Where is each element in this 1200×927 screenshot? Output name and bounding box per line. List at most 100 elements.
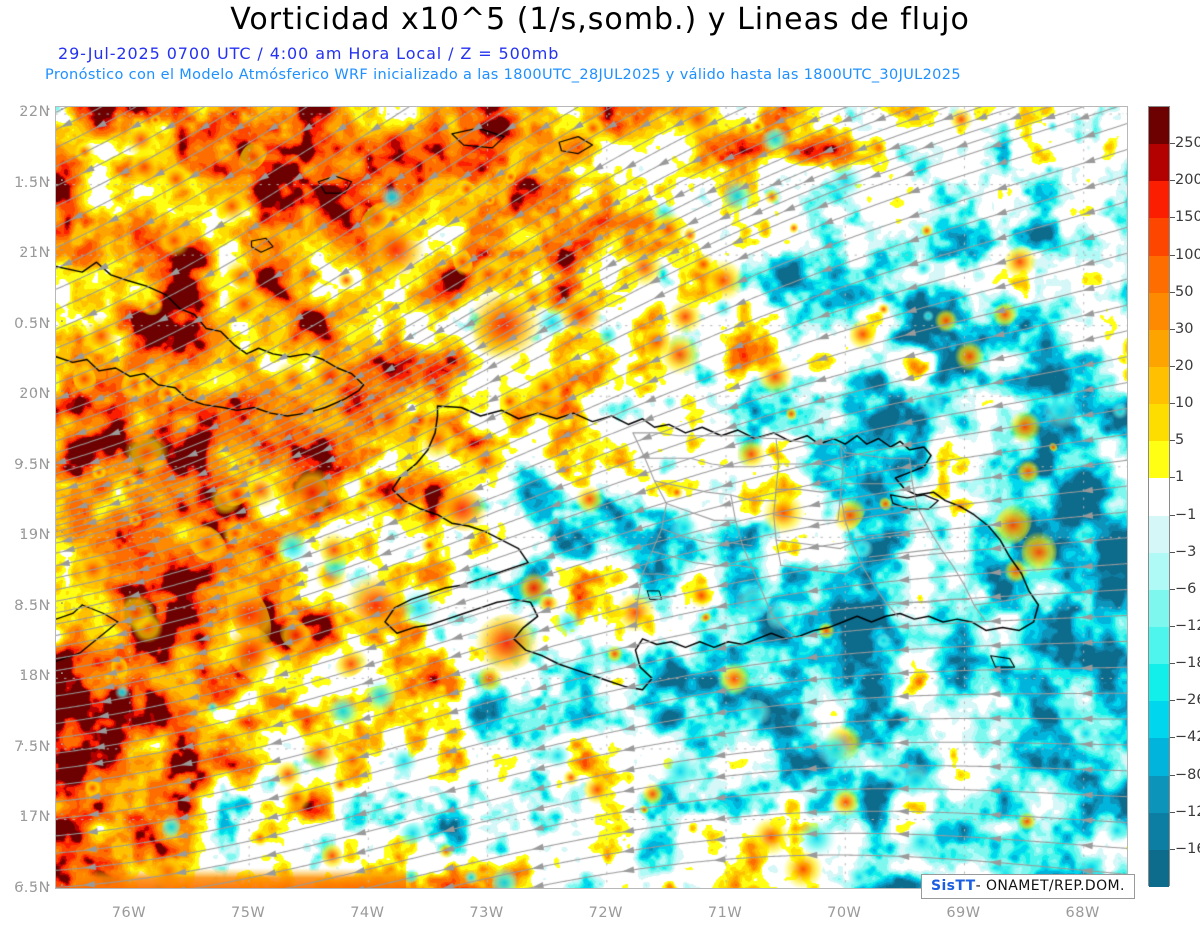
x-axis-tick-label: 76W [111, 905, 147, 921]
colorbar-tick-label: −1 [1175, 506, 1197, 523]
streamlines-layer [56, 107, 1127, 888]
attribution-badge: SisTT- ONAMET/REP.DOM. [921, 874, 1135, 899]
colorbar-tick-label: −3 [1175, 543, 1197, 560]
colorbar-tick-mark [1170, 143, 1175, 145]
colorbar-tick-label: 150 [1175, 209, 1200, 226]
colorbar-band [1149, 738, 1169, 776]
y-axis-tick-label: 1.5N [14, 174, 50, 191]
colorbar-tick-mark [1170, 774, 1175, 776]
y-axis-tick-dots: · · · · [20, 878, 67, 894]
y-axis-tick-dots: · · · · [20, 313, 67, 330]
y-axis-tick-label: 8.5N [14, 597, 50, 614]
y-axis-tick-label: 9.5N [14, 456, 50, 473]
y-axis-tick-label: 21N [19, 245, 50, 262]
plot-wrapper [0, 98, 1200, 927]
colorbar-tick-mark [1170, 291, 1175, 293]
y-axis-tick-dots: · · · · [20, 525, 67, 542]
y-axis-tick-label: 18N [19, 668, 50, 685]
colorbar-band [1149, 144, 1169, 182]
page-title: Vorticidad x10^5 (1/s,somb.) y Lineas de… [230, 2, 970, 37]
colorbar-tick-mark [1170, 514, 1175, 516]
colorbar-tick-label: 200 [1175, 172, 1200, 189]
x-axis-tick-label: 74W [350, 905, 385, 921]
colorbar-tick-mark [1170, 737, 1175, 739]
colorbar [1148, 106, 1170, 887]
y-axis-tick-label: 6.5N [14, 880, 50, 896]
colorbar-tick-label: 100 [1175, 246, 1200, 263]
colorbar-tick-mark [1170, 588, 1175, 590]
colorbar-tick-mark [1170, 217, 1175, 219]
colorbar-band [1149, 664, 1169, 702]
y-axis-tick-dots: · · · · [20, 595, 67, 612]
colorbar-tick-mark [1170, 366, 1175, 367]
attribution-brand: SisTT [931, 878, 976, 894]
y-axis-tick-dots: · · · · [20, 384, 67, 401]
colorbar-band [1149, 441, 1169, 479]
y-axis-tick-dots: · · · · [20, 102, 67, 119]
colorbar-tick-label: −160 [1175, 840, 1200, 857]
colorbar-tick-label: 30 [1175, 320, 1194, 337]
colorbar-band [1149, 812, 1169, 850]
colorbar-tick-mark [1170, 403, 1175, 405]
chart-header: Vorticidad x10^5 (1/s,somb.) y Lineas de… [0, 0, 1200, 98]
colorbar-tick-label: 20 [1175, 358, 1194, 374]
colorbar-tick-mark [1170, 626, 1175, 627]
colorbar-band [1149, 552, 1169, 590]
colorbar-band [1149, 404, 1169, 442]
subtitle-model-info: Pronóstico con el Modelo Atmósferico WRF… [45, 67, 961, 83]
x-axis-tick-label: 73W [469, 905, 504, 921]
colorbar-band [1149, 329, 1169, 367]
colorbar-tick-label: −42 [1175, 729, 1200, 746]
colorbar-band [1149, 255, 1169, 293]
colorbar-band [1149, 626, 1169, 665]
y-axis-tick-label: 17N [19, 809, 50, 826]
y-axis-tick-label: 0.5N [14, 315, 50, 332]
map-plot-area[interactable] [55, 106, 1128, 889]
colorbar-tick-label: −12 [1175, 618, 1200, 634]
colorbar-band [1149, 366, 1169, 405]
y-axis-tick-label: 19N [19, 527, 50, 544]
colorbar-tick-label: 5 [1175, 432, 1185, 449]
colorbar-tick-mark [1170, 811, 1175, 813]
colorbar-band [1149, 849, 1169, 887]
y-axis-tick-label: 20N [19, 386, 50, 403]
colorbar-band [1149, 181, 1169, 219]
colorbar-band [1149, 292, 1169, 330]
colorbar-band [1149, 589, 1169, 627]
colorbar-tick-mark [1170, 440, 1175, 442]
colorbar-band [1149, 775, 1169, 813]
attribution-separator: - [975, 878, 982, 894]
y-axis-tick-dots: · · · · [20, 666, 67, 683]
colorbar-tick-mark [1170, 328, 1175, 330]
colorbar-tick-label: −26 [1175, 692, 1200, 709]
colorbar-band [1149, 107, 1169, 145]
y-axis-tick-dots: · · · · [20, 807, 67, 824]
colorbar-tick-mark [1170, 180, 1175, 182]
attribution-org: ONAMET/REP.DOM. [985, 878, 1125, 894]
colorbar-tick-mark [1170, 700, 1175, 702]
y-axis-tick-label: 7.5N [14, 738, 50, 755]
colorbar-tick-label: −18 [1175, 655, 1200, 672]
x-axis-tick-label: 72W [588, 905, 623, 921]
y-axis-tick-dots: · · · · [20, 243, 67, 260]
x-axis-tick-label: 75W [230, 905, 266, 921]
colorbar-tick-label: −120 [1175, 803, 1200, 820]
colorbar-tick-label: 1 [1175, 469, 1185, 486]
colorbar-tick-label: −80 [1175, 766, 1200, 783]
colorbar-tick-mark [1170, 477, 1175, 479]
y-axis-tick-dots: · · · · [20, 736, 67, 753]
x-axis-tick-label: 69W [946, 905, 981, 921]
y-axis-tick-label: 22N [19, 104, 50, 121]
colorbar-tick-label: −6 [1175, 580, 1197, 597]
colorbar-tick-mark [1170, 848, 1175, 850]
colorbar-band [1149, 515, 1169, 553]
colorbar-tick-label: 10 [1175, 395, 1194, 412]
colorbar-band [1149, 478, 1169, 516]
subtitle-datetime: 29-Jul-2025 0700 UTC / 4:00 am Hora Loca… [58, 44, 560, 63]
x-axis-tick-label: 71W [707, 905, 743, 921]
colorbar-tick-mark [1170, 254, 1175, 256]
colorbar-tick-label: 250 [1175, 135, 1200, 152]
colorbar-tick-label: 50 [1175, 283, 1194, 300]
x-axis-tick-label: 70W [827, 905, 862, 921]
colorbar-band [1149, 701, 1169, 739]
